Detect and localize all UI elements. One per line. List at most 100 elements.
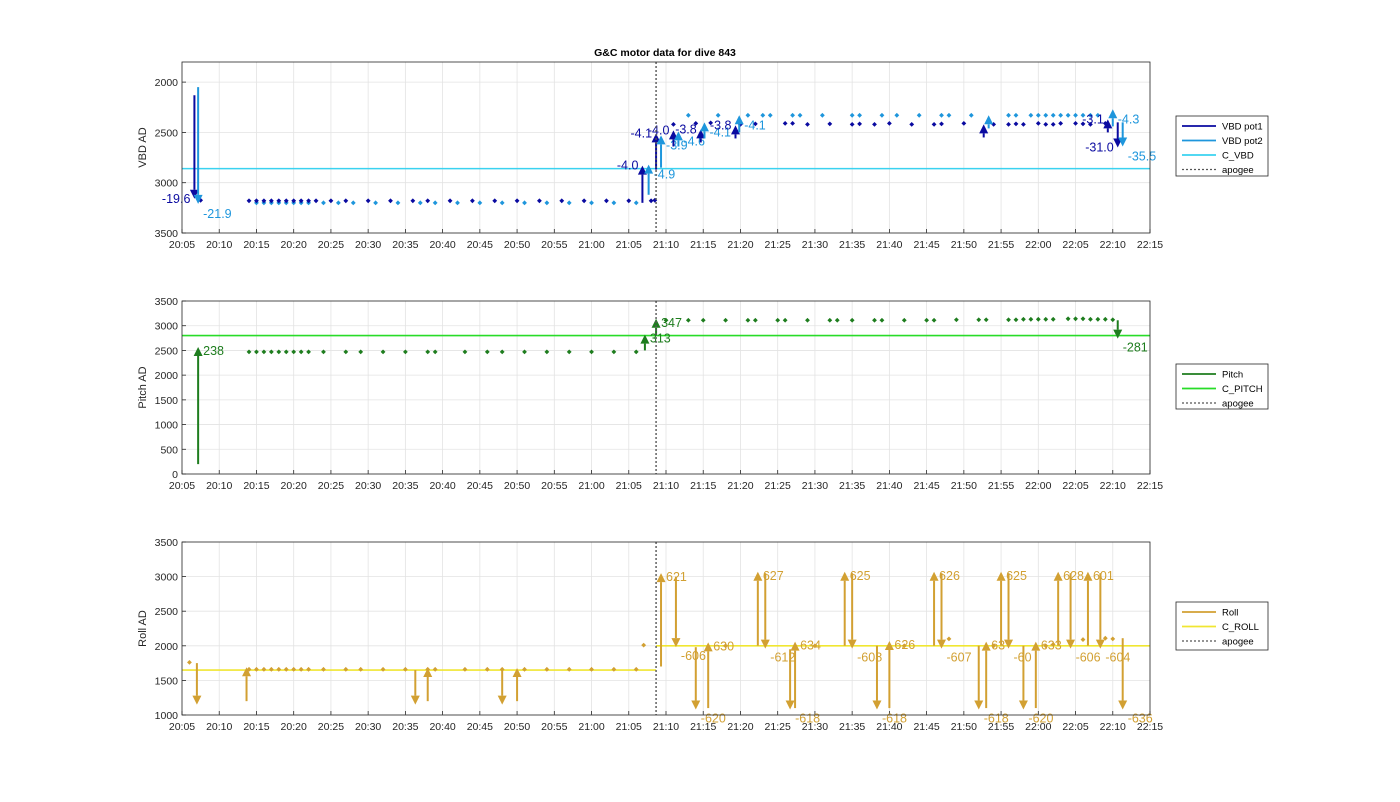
data-point (1006, 317, 1011, 323)
y-axis-label: Pitch AD (137, 366, 149, 408)
data-point (484, 349, 490, 355)
data-point (499, 666, 505, 672)
data-point (827, 121, 833, 127)
data-point (380, 349, 386, 355)
move-value-label: 627 (763, 569, 784, 583)
data-point (1102, 635, 1108, 641)
data-point (723, 643, 728, 649)
y-tick-label: 3500 (155, 228, 179, 240)
data-point (1110, 636, 1116, 642)
data-point (1073, 316, 1078, 322)
data-point (641, 642, 647, 648)
data-point (499, 349, 505, 355)
move-arrowhead (1031, 641, 1041, 651)
move-value-label: 625 (1006, 569, 1027, 583)
x-tick-label: 20:05 (169, 480, 195, 492)
data-point (492, 198, 498, 204)
data-point (633, 200, 639, 206)
x-tick-label: 21:15 (690, 239, 716, 251)
move-arrowhead (753, 571, 763, 581)
data-point (1080, 121, 1086, 127)
data-point (276, 198, 282, 204)
data-point (373, 200, 378, 206)
data-point (514, 198, 520, 204)
data-point (432, 200, 438, 206)
data-point (834, 317, 840, 323)
data-point (1050, 316, 1056, 322)
y-tick-label: 1000 (155, 420, 179, 432)
data-point (395, 200, 401, 206)
x-tick-label: 21:00 (578, 480, 604, 492)
data-point (790, 112, 795, 118)
x-tick-label: 22:00 (1025, 721, 1051, 733)
move-arrowhead (1103, 119, 1113, 129)
x-tick-label: 21:50 (951, 721, 977, 733)
move-value-label: 601 (1093, 569, 1114, 583)
data-point (321, 666, 326, 672)
data-point (1035, 112, 1041, 118)
data-point (566, 666, 572, 672)
data-point (939, 112, 944, 118)
move-arrowhead (984, 115, 994, 125)
move-value-label: -4.0 (617, 159, 639, 173)
move-value-label: -35.5 (1128, 149, 1157, 163)
data-point (857, 121, 862, 127)
move-value-label: -3.8 (675, 122, 697, 136)
data-point (544, 349, 550, 355)
x-tick-label: 22:10 (1100, 239, 1126, 251)
data-point (849, 112, 855, 118)
y-tick-label: 3000 (155, 178, 179, 190)
data-point (187, 660, 192, 665)
move-value-label: 633 (1041, 639, 1062, 653)
data-point (306, 666, 311, 672)
data-point (581, 198, 587, 204)
x-tick-label: 21:30 (802, 721, 828, 733)
y-tick-label: 2500 (155, 345, 179, 357)
legend-box (1175, 363, 1269, 410)
move-value-label: -618 (882, 711, 907, 725)
data-point (805, 121, 810, 127)
x-tick-label: 20:15 (243, 721, 269, 733)
move-value-label: -281 (1123, 341, 1148, 355)
data-point (760, 112, 766, 118)
data-point (1021, 121, 1026, 127)
x-tick-label: 20:40 (429, 480, 455, 492)
move-arrowhead (1113, 329, 1123, 339)
move-arrowhead (937, 639, 947, 649)
data-point (782, 317, 788, 323)
data-point (335, 200, 341, 206)
data-point (1013, 121, 1019, 127)
x-tick-label: 21:35 (839, 721, 865, 733)
data-point (291, 666, 297, 672)
data-point (939, 121, 944, 127)
move-value-label: 625 (850, 569, 871, 583)
data-point (365, 198, 371, 204)
legend-entry: Pitch (1222, 370, 1243, 381)
x-tick-label: 21:55 (988, 721, 1014, 733)
data-point (633, 666, 639, 672)
data-point (1021, 316, 1026, 322)
data-point (961, 120, 967, 126)
data-point (946, 112, 952, 118)
data-point (1095, 316, 1101, 322)
move-arrowhead (671, 638, 681, 648)
move-arrowhead (699, 122, 709, 132)
data-point (872, 317, 877, 323)
data-point (857, 112, 862, 118)
y-tick-label: 2000 (155, 641, 179, 653)
legend-entry: apogee (1222, 165, 1254, 176)
move-arrowhead (1118, 137, 1128, 147)
x-tick-label: 21:25 (765, 721, 791, 733)
data-point (1088, 112, 1093, 118)
x-tick-label: 21:20 (727, 239, 753, 251)
x-tick-label: 21:10 (653, 480, 679, 492)
move-value-label: -31.0 (1085, 141, 1114, 155)
data-point (268, 666, 274, 672)
data-point (276, 666, 282, 672)
data-point (343, 349, 349, 355)
move-value-label: -4.1 (631, 126, 653, 140)
x-tick-label: 20:20 (281, 721, 307, 733)
data-point (790, 120, 795, 126)
